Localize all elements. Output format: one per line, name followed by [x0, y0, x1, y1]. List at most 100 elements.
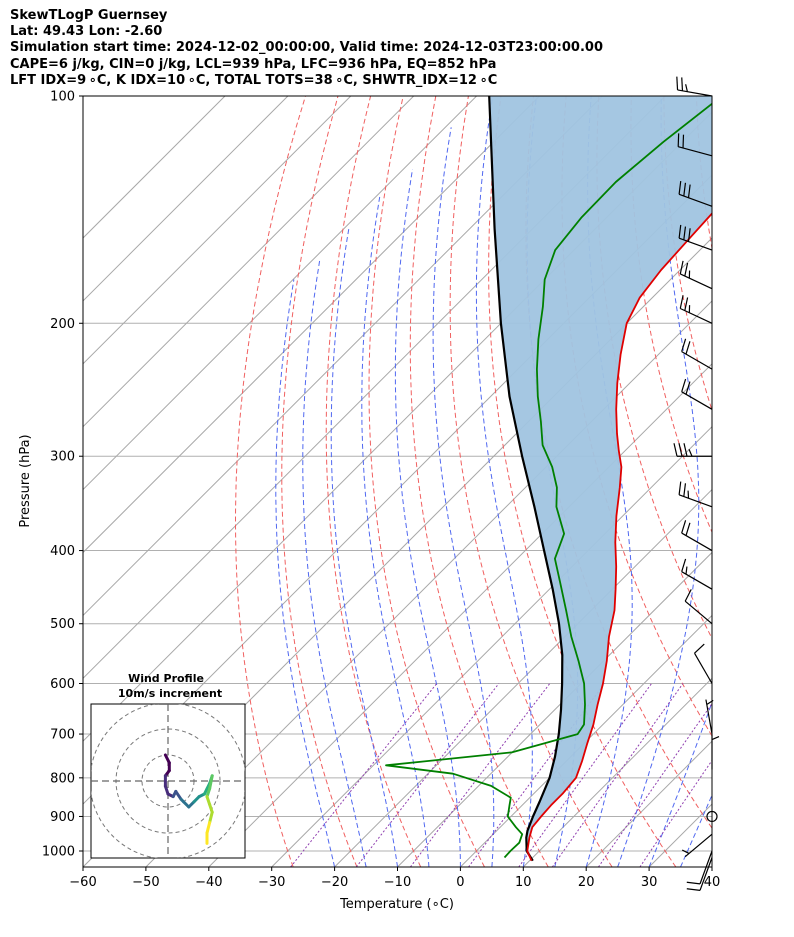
wind-barb-feather [686, 881, 701, 885]
wind-barb [679, 295, 713, 324]
wind-barb-feather [681, 77, 684, 91]
y-tick-label: 100 [50, 90, 75, 105]
wind-barb-feather [683, 182, 687, 197]
moist-adiabat-line [361, 194, 430, 867]
isotherm-line [83, 96, 352, 365]
wind-barb-feather [685, 566, 688, 575]
x-tick-label: 20 [578, 875, 595, 890]
moist-adiabat-line [648, 700, 712, 867]
chart-title-indices: LFT IDX=9 ∘C, K IDX=10 ∘C, TOTAL TOTS=38… [10, 73, 498, 88]
mixing-ratio-line [290, 683, 438, 867]
x-tick-label: −40 [195, 875, 222, 890]
wind-barb-staff [678, 494, 713, 508]
wind-barb-feather [687, 228, 691, 242]
wind-barb-feather [681, 558, 687, 572]
wind-barb-feather [688, 448, 693, 457]
wind-barb-feather [679, 260, 684, 275]
wind-barb-feather [685, 381, 691, 395]
chart-title-station: SkewTLogP Guernsey [10, 8, 168, 23]
isotherm-line [83, 96, 477, 491]
moist-adiabat-line [432, 127, 495, 867]
y-tick-label: 700 [50, 728, 75, 743]
x-tick-label: −50 [132, 875, 159, 890]
wind-barb-staff [677, 89, 713, 97]
wind-barb [681, 338, 713, 370]
wind-barb-feather [684, 262, 689, 277]
hodograph-segment [208, 810, 214, 825]
y-tick-label: 800 [50, 771, 75, 786]
wind-barb-feather [684, 297, 689, 311]
wind-barb-feather [678, 224, 682, 239]
wind-barb [711, 734, 720, 770]
wind-barb-feather [694, 643, 705, 654]
x-tick-label: −20 [321, 875, 348, 890]
dry-adiabat-line [663, 96, 712, 412]
isotherm-line [83, 96, 226, 239]
mixing-ratio-line [409, 683, 551, 867]
moist-adiabat-line [330, 228, 398, 867]
wind-barb [673, 443, 712, 457]
wind-barb [684, 589, 713, 625]
dewpoint-profile-line [385, 102, 712, 859]
wind-barb [678, 481, 713, 508]
wind-barb-staff [699, 850, 713, 885]
dry-adiabat-line [596, 96, 712, 640]
wind-barb-feather [686, 888, 701, 891]
y-axis-label: Pressure (hPa) [18, 434, 33, 527]
wind-barb [686, 857, 713, 891]
isotherm-line [397, 551, 712, 867]
isotherm-line [83, 96, 289, 302]
y-tick-label: 200 [50, 317, 75, 332]
chart-title-cape: CAPE=6 j/kg, CIN=0 j/kg, LCL=939 hPa, LF… [10, 57, 497, 72]
temperature-profile-line [526, 212, 712, 862]
wind-barb-feather [676, 76, 679, 90]
hodograph-subtitle: 10m/s increment [118, 687, 222, 700]
x-tick-label: 10 [515, 875, 532, 890]
wind-barb-feather [678, 481, 682, 495]
wind-barb-feather [681, 849, 690, 855]
wind-barb-staff [684, 833, 713, 858]
isotherm-line [83, 96, 540, 554]
y-tick-label: 400 [50, 544, 75, 559]
wind-barb-feather [687, 184, 691, 198]
hodograph-segment [208, 774, 214, 791]
isotherm-line [775, 96, 794, 867]
dry-adiabat-line [762, 96, 794, 867]
wind-barb-feather [706, 699, 714, 706]
profile-lines-layer [385, 96, 712, 862]
x-tick-label: 40 [704, 875, 721, 890]
wind-barb-staff [681, 391, 713, 410]
wind-barb-staff [678, 237, 713, 251]
wind-barb-feather [685, 84, 688, 92]
y-tick-label: 600 [50, 677, 75, 692]
dry-adiabat-line [325, 96, 422, 867]
mixing-ratio-line [597, 702, 712, 867]
wind-barb [686, 850, 713, 885]
wind-barb [681, 378, 713, 410]
wind-barb-feather [681, 520, 687, 534]
parcel-profile-line [488, 96, 564, 862]
wind-barb [693, 643, 713, 684]
x-tick-label: −30 [258, 875, 285, 890]
wind-barb-feather [681, 338, 687, 352]
y-tick-label: 1000 [42, 845, 75, 860]
wind-barb-feather [684, 589, 692, 602]
isotherm-line [522, 677, 712, 867]
wind-barb-staff [678, 193, 713, 207]
moist-adiabat-line [680, 793, 712, 867]
wind-barb-staff [680, 273, 713, 290]
wind-barb [681, 833, 713, 858]
wind-barb [681, 520, 713, 552]
mixing-ratio-line [551, 683, 684, 867]
x-tick-label: −60 [69, 875, 96, 890]
hodograph-title: Wind Profile [128, 672, 204, 685]
axis-ticks-layer: −60 −50 −40 −30 −20 −10 0 10 20 30 40 100 200 300 400 5… [42, 90, 720, 891]
dry-adiabat-line [368, 96, 485, 867]
wind-barb-feather [683, 226, 687, 240]
wind-barb-staff [705, 699, 713, 735]
wind-barb [681, 558, 713, 590]
moist-adiabat-line [394, 169, 461, 867]
wind-barb-staff [681, 571, 713, 590]
wind-barb-staff [693, 652, 713, 684]
wind-barb-feather [673, 443, 678, 457]
